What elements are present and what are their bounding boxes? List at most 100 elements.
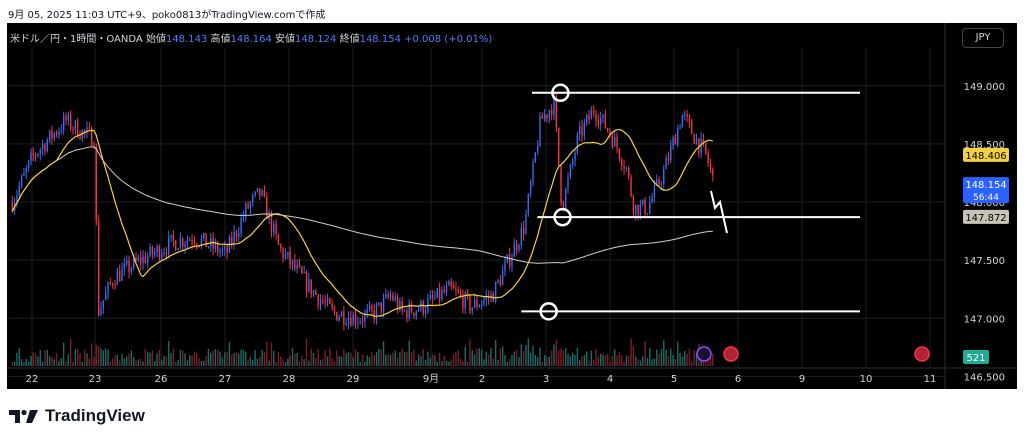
volume-bar [88, 358, 91, 366]
volume-bar [628, 355, 630, 366]
chart-caption: 9月 05, 2025 11:03 UTC+9、poko0813がTrading… [8, 10, 326, 21]
candle-body [46, 140, 48, 152]
candle-body [396, 297, 399, 310]
volume-bar [291, 348, 294, 366]
volume-bar [170, 352, 172, 366]
volume-bar [245, 351, 247, 366]
volume-bar [125, 356, 128, 366]
candle-body [102, 300, 105, 308]
volume-bar [693, 350, 695, 366]
candle-body [303, 271, 305, 274]
candle-body [593, 110, 595, 114]
x-tick-label: 9 [799, 374, 805, 385]
candle-body [434, 297, 436, 299]
candle-body [60, 130, 63, 132]
candle-body [485, 296, 487, 300]
volume-bar [252, 360, 254, 366]
volume-bar [203, 360, 205, 366]
candle-body [284, 254, 287, 259]
candle-body [473, 299, 476, 308]
candle-body [607, 128, 609, 131]
candle-body [58, 131, 60, 135]
volume-bar [499, 348, 502, 366]
volume-bar [254, 350, 256, 366]
y-tick-label: 148.500 [964, 140, 1005, 151]
candle-body [315, 290, 317, 295]
candle-body [170, 234, 172, 238]
volume-bar [602, 354, 604, 366]
volume-bar [522, 350, 525, 366]
candle-body [585, 115, 588, 123]
volume-bar [352, 357, 354, 366]
candle-body [403, 310, 406, 312]
volume-bar [282, 359, 284, 366]
volume-bar [555, 339, 558, 366]
candle-body [457, 290, 459, 293]
volume-bar [200, 360, 203, 366]
candle-body [32, 153, 34, 155]
volume-bar [340, 356, 343, 366]
volume-bar [490, 348, 492, 366]
volume-bar [686, 354, 688, 366]
volume-bar [597, 356, 600, 366]
candle-body [20, 175, 23, 186]
volume-bar [18, 348, 20, 366]
candle-body [550, 110, 553, 116]
candle-body [261, 190, 263, 196]
candle-body [497, 280, 499, 283]
currency-button[interactable]: JPY [962, 28, 1004, 48]
candle-body [123, 263, 126, 269]
volume-bar [198, 358, 200, 366]
candle-body [135, 257, 137, 261]
candle-body [628, 167, 630, 178]
candle-body [494, 282, 497, 302]
volume-bar [459, 359, 462, 366]
volume-bar [324, 350, 326, 366]
volume-bar [114, 354, 116, 366]
x-tick-label: 29 [347, 374, 360, 385]
price-tag-label: 147.872 [965, 213, 1006, 224]
candle-body [450, 281, 452, 286]
candle-body [118, 271, 121, 281]
brand-name: TradingView [45, 406, 145, 425]
candle-body [438, 288, 441, 300]
symbol-name[interactable]: 米ドル／円・1時間・OANDA [10, 34, 143, 45]
volume-bar [712, 353, 714, 366]
volume-bar [175, 361, 177, 366]
candle-body [116, 271, 119, 286]
volume-bar [165, 356, 168, 366]
candle-body [354, 314, 357, 324]
candle-body [259, 188, 261, 196]
candle-body [478, 305, 480, 308]
candle-body [536, 146, 539, 153]
volume-bar [76, 348, 79, 366]
projection-arrow [710, 190, 728, 234]
volume-bar [90, 343, 93, 366]
candle-body [343, 311, 345, 325]
low-value: 148.124 [295, 34, 337, 45]
volume-bar [233, 353, 235, 366]
chart-panel[interactable] [7, 23, 1017, 389]
volume-bar [151, 350, 154, 366]
candle-body [604, 114, 607, 129]
candle-body [333, 307, 336, 313]
countdown-label: 56:44 [973, 193, 999, 203]
candle-body [555, 95, 558, 128]
candle-body [513, 243, 516, 258]
candle-body [48, 130, 51, 141]
volume-bar [569, 356, 572, 366]
volume-bar [422, 348, 424, 366]
candle-body [424, 310, 427, 314]
candle-body [235, 231, 238, 237]
candle-body [41, 144, 44, 150]
candle-body [380, 302, 382, 312]
volume-bar [677, 341, 679, 366]
candle-body [242, 216, 245, 219]
volume-bar [41, 361, 44, 366]
highlight-circle [551, 83, 570, 103]
close-value: 148.154 [359, 34, 401, 45]
candle-body [186, 240, 189, 245]
candle-body [51, 130, 53, 139]
volume-bar [116, 354, 119, 366]
